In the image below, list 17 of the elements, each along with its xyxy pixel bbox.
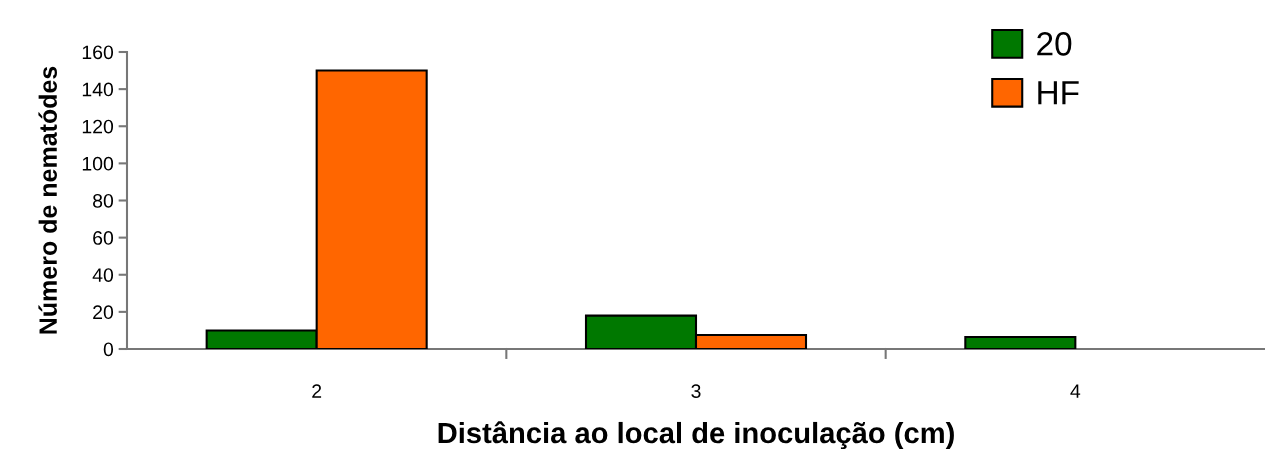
x-axis-title: Distância ao local de inoculação (cm) (438, 421, 954, 450)
y-tick-label: 60 (93, 231, 114, 245)
x-tick-label: 3 (691, 384, 701, 398)
y-tick-label: 120 (82, 119, 114, 134)
x-tick-label: 2 (312, 384, 322, 398)
y-tick-label: 0 (103, 342, 114, 357)
legend-label: HF (1038, 81, 1079, 105)
legend-label: 20 (1037, 32, 1072, 56)
y-axis-title: Número de nematódes (38, 66, 57, 334)
y-tick-label: 80 (93, 193, 114, 208)
y-tick-label: 20 (93, 305, 114, 320)
y-tick-label: 40 (92, 268, 114, 282)
y-tick-label: 160 (82, 45, 114, 60)
bar (964, 335, 1077, 349)
x-tick-label: 4 (1070, 384, 1081, 398)
y-tick-label: 140 (82, 82, 114, 97)
y-tick-label: 100 (82, 156, 114, 171)
